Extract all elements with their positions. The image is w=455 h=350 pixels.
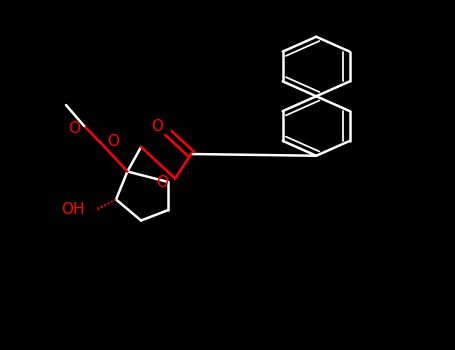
Text: O: O [151,119,163,134]
Text: OH: OH [61,203,84,217]
Text: O: O [68,121,80,136]
Text: O: O [157,175,168,190]
Text: O: O [107,134,119,149]
